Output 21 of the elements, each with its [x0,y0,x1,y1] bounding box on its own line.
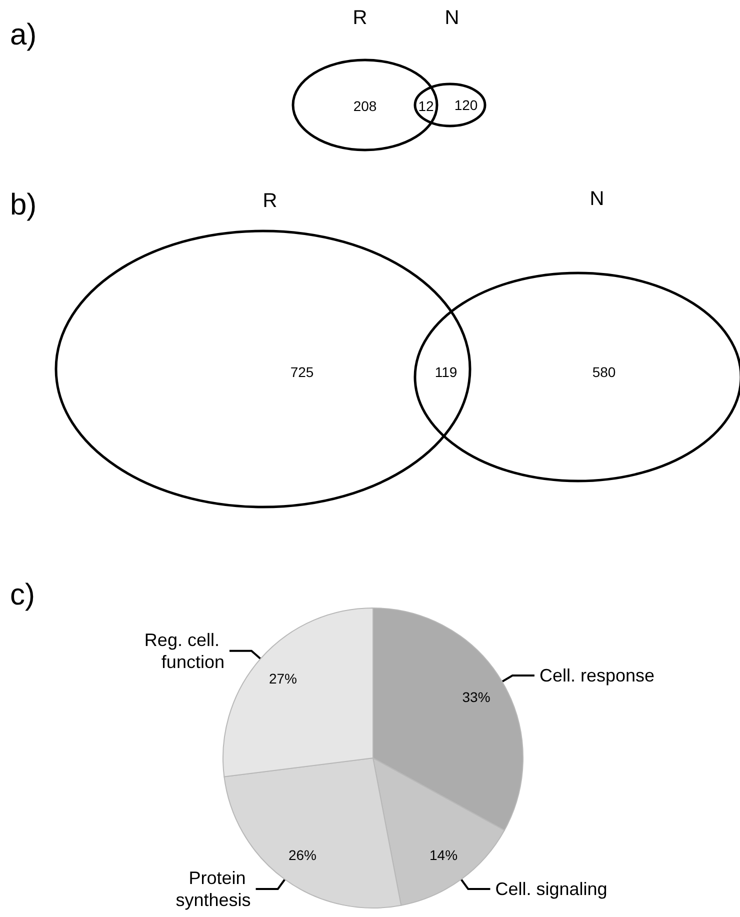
data-label: 580 [592,364,616,380]
slice-label: Protein synthesis [176,868,251,910]
slice-label: Cell. response [539,666,655,686]
data-label: 26% [288,847,316,864]
text: a) [10,18,37,52]
data-label: 14% [430,847,458,864]
data-label: 33% [462,688,490,705]
category-label: N [444,7,460,29]
text: b) [10,188,37,222]
data-label: 208 [353,98,377,114]
category-label: R [352,7,368,29]
category-label: R [262,190,278,212]
category-label: N [590,188,604,210]
data-label: 27% [268,670,297,687]
slice-label: Cell. signaling [495,879,608,900]
chart-title: c) [10,578,35,612]
data-label: 725 [290,364,314,380]
data-label: 120 [454,97,478,113]
data-label: 12 [418,98,434,114]
data-label: 119 [434,364,458,380]
slice-label: Reg. cell. function [144,630,224,672]
